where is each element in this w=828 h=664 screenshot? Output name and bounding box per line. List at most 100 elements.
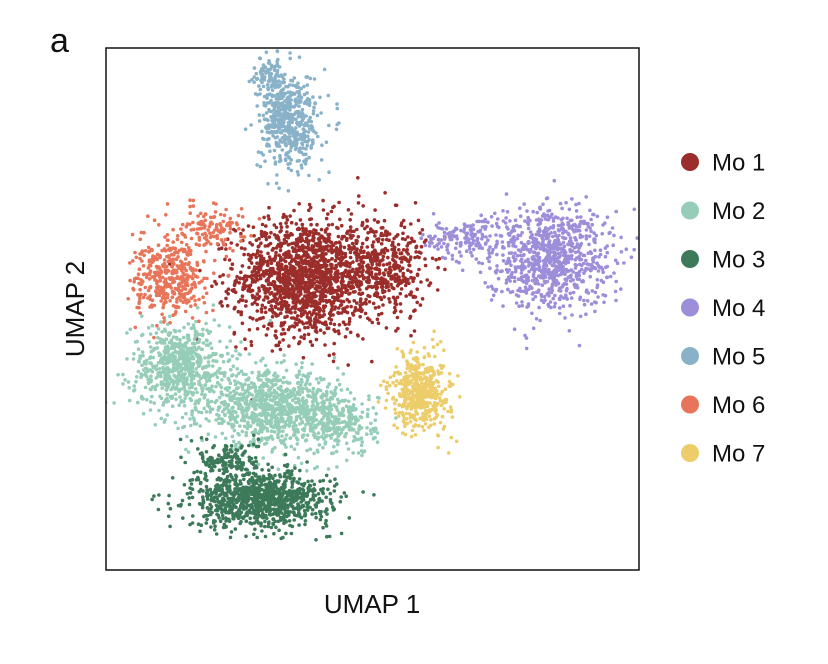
data-point (283, 251, 288, 256)
data-point (234, 374, 239, 378)
data-point (290, 398, 295, 403)
data-point (314, 284, 319, 288)
data-point (340, 237, 344, 241)
data-point (242, 424, 247, 429)
data-point (266, 327, 270, 331)
data-point (337, 252, 342, 257)
data-point (194, 347, 199, 352)
data-point (339, 299, 343, 304)
data-point (343, 252, 347, 257)
data-point (246, 377, 251, 382)
data-point (135, 339, 139, 344)
data-point (260, 303, 265, 308)
data-point (369, 431, 374, 436)
data-point (328, 291, 333, 296)
data-point (317, 313, 322, 317)
data-point (355, 227, 359, 232)
data-point (358, 303, 363, 307)
data-point (242, 282, 246, 286)
data-point (316, 435, 321, 440)
data-point (322, 248, 326, 252)
data-point (365, 218, 369, 222)
data-point (306, 295, 311, 300)
data-point (236, 456, 240, 461)
data-point (303, 522, 307, 527)
data-point (221, 497, 226, 502)
data-point (251, 510, 255, 514)
data-point (311, 386, 316, 391)
data-point (278, 347, 283, 352)
data-point (218, 501, 223, 506)
data-point (277, 510, 282, 515)
data-point (298, 422, 302, 426)
data-point (210, 468, 215, 473)
data-point (377, 312, 381, 317)
data-point (320, 499, 324, 503)
data-point (310, 244, 315, 248)
data-point (143, 385, 148, 390)
data-point (335, 426, 340, 430)
data-point (316, 431, 321, 435)
data-point (374, 411, 379, 416)
data-point (221, 360, 226, 364)
data-point (230, 413, 235, 417)
data-point (212, 495, 217, 500)
series-mo-2 (106, 303, 398, 473)
data-point (380, 238, 385, 242)
data-point (354, 437, 359, 442)
data-point (380, 249, 384, 254)
data-point (308, 447, 313, 452)
data-point (205, 478, 209, 483)
data-point (284, 278, 289, 283)
data-point (173, 349, 178, 354)
data-point (228, 417, 233, 422)
data-point (247, 443, 251, 448)
data-point (166, 384, 171, 388)
data-point (336, 298, 340, 303)
data-point (286, 405, 291, 410)
data-point (396, 326, 400, 331)
data-point (315, 448, 320, 453)
data-point (370, 320, 375, 325)
data-point (403, 237, 408, 242)
data-point (373, 208, 377, 212)
data-point (292, 274, 297, 278)
data-point (361, 250, 366, 254)
data-point (219, 492, 223, 497)
data-point (416, 218, 421, 223)
data-point (377, 268, 382, 273)
data-point (286, 327, 291, 332)
data-point (209, 373, 214, 378)
data-point (255, 309, 260, 313)
data-point (234, 386, 239, 391)
data-point (403, 277, 407, 282)
data-point (220, 378, 224, 382)
data-point (384, 229, 388, 233)
data-point (324, 272, 329, 277)
data-point (425, 278, 430, 282)
data-point (305, 502, 310, 507)
data-point (267, 217, 271, 221)
data-point (200, 389, 205, 393)
data-point (260, 529, 264, 533)
data-point (395, 279, 399, 283)
data-point (230, 354, 235, 358)
data-point (276, 288, 280, 293)
data-point (314, 312, 319, 316)
data-point (249, 505, 253, 510)
data-point (285, 464, 289, 469)
data-point (240, 429, 245, 434)
data-point (291, 391, 296, 395)
data-point (226, 287, 231, 292)
data-point (254, 255, 259, 260)
data-point (309, 257, 314, 261)
data-point (423, 257, 427, 261)
data-point (314, 315, 318, 320)
data-point (322, 331, 327, 335)
data-point (385, 248, 390, 253)
data-point (159, 380, 164, 384)
data-point (237, 433, 241, 437)
data-point (297, 372, 301, 377)
data-point (369, 260, 373, 264)
data-point (317, 509, 322, 514)
